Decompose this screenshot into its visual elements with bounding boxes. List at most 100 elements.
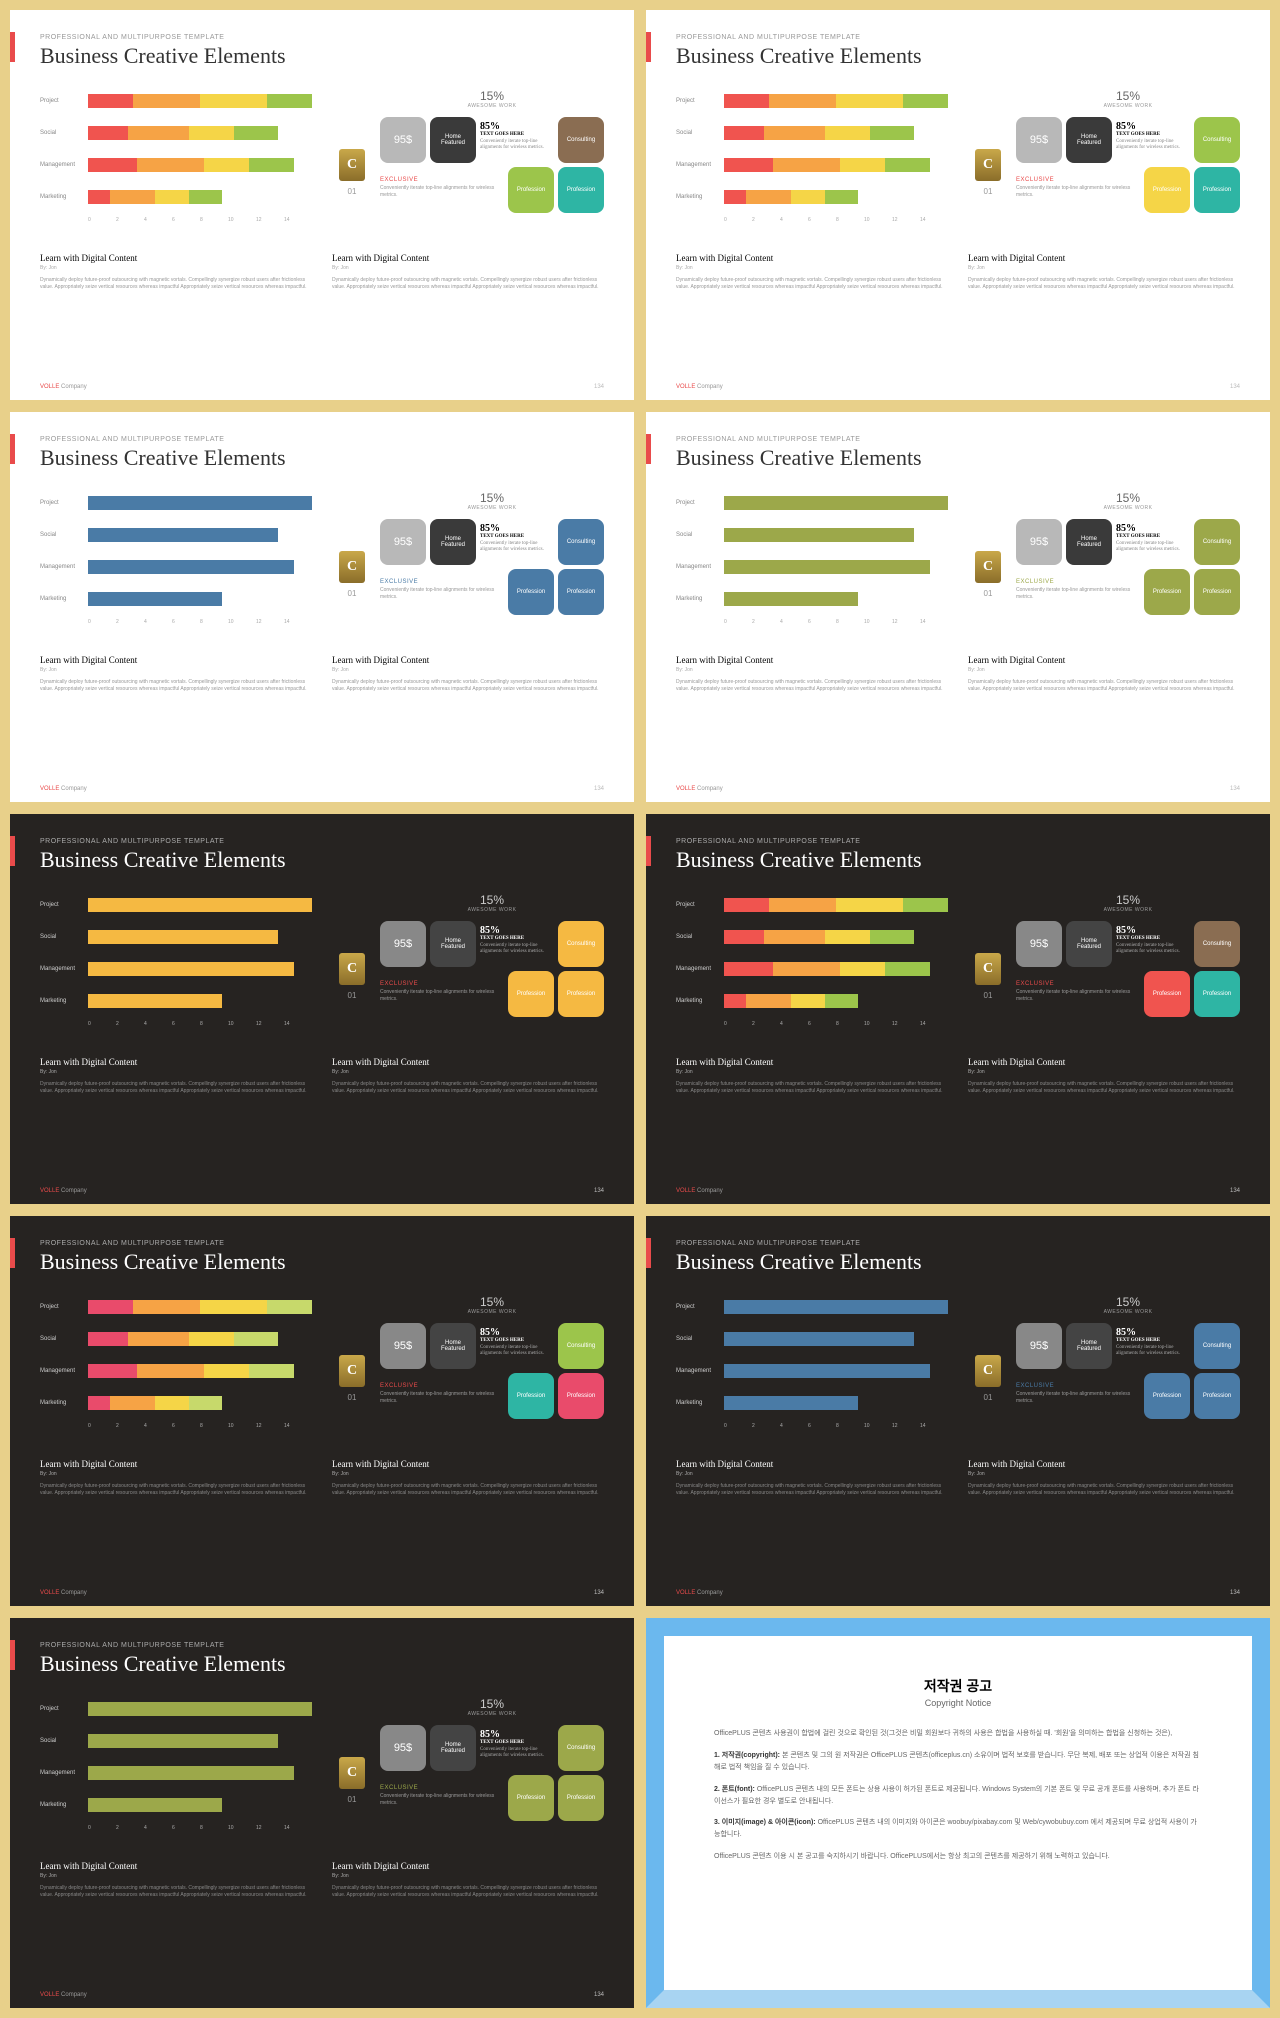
section-subtitle: Learn with Digital Content xyxy=(676,253,948,263)
price-tile: 95$ xyxy=(1016,1323,1062,1369)
consulting-tile: Consulting xyxy=(558,117,604,163)
bar-chart: ProjectSocialManagementMarketing02468101… xyxy=(676,893,948,1033)
chart-segment xyxy=(836,94,903,108)
body-text: Dynamically deploy future-proof outsourc… xyxy=(40,277,312,291)
award-badge-icon: C xyxy=(339,953,365,985)
chart-category-label: Marketing xyxy=(40,1802,88,1808)
chart-bar xyxy=(724,1300,948,1314)
chart-segment xyxy=(189,190,223,204)
section-subtitle: Learn with Digital Content xyxy=(40,655,312,665)
chart-segment xyxy=(110,1396,155,1410)
chart-category-label: Management xyxy=(676,564,724,570)
chart-segment xyxy=(825,930,870,944)
chart-category-label: Marketing xyxy=(676,596,724,602)
chart-segment xyxy=(88,1300,133,1314)
chart-bar xyxy=(724,496,948,510)
section-subtitle: Learn with Digital Content xyxy=(676,1459,948,1469)
home-tile: HomeFeatured xyxy=(430,117,476,163)
exclusive-body: Conveniently iterate top-line alignments… xyxy=(380,1793,504,1807)
stat-text-block: 85%TEXT GOES HEREConveniently iterate to… xyxy=(1116,519,1190,565)
accent-bar xyxy=(646,1238,651,1268)
chart-segment xyxy=(133,1300,200,1314)
chart-bar xyxy=(88,1734,278,1748)
chart-segment xyxy=(249,1364,294,1378)
chart-bar xyxy=(88,528,278,542)
price-tile: 95$ xyxy=(1016,117,1062,163)
chart-category-label: Social xyxy=(40,532,88,538)
exclusive-label: EXCLUSIVE xyxy=(1016,177,1140,183)
accent-bar xyxy=(10,434,15,464)
body-text: Dynamically deploy future-proof outsourc… xyxy=(332,277,604,291)
chart-segment xyxy=(840,158,885,172)
exclusive-body: Conveniently iterate top-line alignments… xyxy=(380,1391,504,1405)
chart-axis: 02468101214 xyxy=(88,1021,312,1027)
award-badge-icon: C xyxy=(339,1757,365,1789)
profession-tile: Profession xyxy=(1194,1373,1240,1419)
body-text: Dynamically deploy future-proof outsourc… xyxy=(40,1483,312,1497)
chart-segment xyxy=(840,962,885,976)
chart-segment xyxy=(724,126,764,140)
author-byline: By: Jon xyxy=(968,1471,1240,1477)
accent-bar xyxy=(10,1640,15,1670)
price-tile: 95$ xyxy=(380,1725,426,1771)
author-byline: By: Jon xyxy=(968,1069,1240,1075)
section-subtitle: Learn with Digital Content xyxy=(40,1057,312,1067)
chart-axis: 02468101214 xyxy=(88,1825,312,1831)
eyebrow: PROFESSIONAL AND MULTIPURPOSE TEMPLATE xyxy=(676,1240,1240,1247)
chart-category-label: Social xyxy=(676,130,724,136)
chart-segment xyxy=(189,126,234,140)
stat-percent: 15% xyxy=(1016,491,1240,505)
award-badge-icon: C xyxy=(975,953,1001,985)
chart-category-label: Project xyxy=(676,902,724,908)
chart-category-label: Management xyxy=(40,1368,88,1374)
section-subtitle: Learn with Digital Content xyxy=(40,1861,312,1871)
footer-brand: VOLLE xyxy=(676,786,695,792)
eyebrow: PROFESSIONAL AND MULTIPURPOSE TEMPLATE xyxy=(40,1240,604,1247)
footer-company: Company xyxy=(697,786,723,792)
accent-bar xyxy=(646,434,651,464)
slide-footer: VOLLE Company 134 xyxy=(676,786,1240,792)
consulting-tile: Consulting xyxy=(558,1323,604,1369)
template-slide: PROFESSIONAL AND MULTIPURPOSE TEMPLATEBu… xyxy=(10,814,634,1204)
chart-segment xyxy=(769,898,836,912)
slide-title: Business Creative Elements xyxy=(676,43,1240,69)
exclusive-label: EXCLUSIVE xyxy=(380,579,504,585)
chart-segment xyxy=(825,994,859,1008)
chart-segment xyxy=(155,190,189,204)
chart-segment xyxy=(200,94,267,108)
accent-bar xyxy=(10,1238,15,1268)
chart-segment xyxy=(885,158,930,172)
template-slide: PROFESSIONAL AND MULTIPURPOSE TEMPLATEBu… xyxy=(646,10,1270,400)
exclusive-body: Conveniently iterate top-line alignments… xyxy=(1016,587,1140,601)
profession-tile: Profession xyxy=(1144,1373,1190,1419)
exclusive-label: EXCLUSIVE xyxy=(1016,1383,1140,1389)
profession-tile: Profession xyxy=(508,1373,554,1419)
chart-segment xyxy=(128,1332,188,1346)
body-text: Dynamically deploy future-proof outsourc… xyxy=(968,679,1240,693)
author-byline: By: Jon xyxy=(332,265,604,271)
author-byline: By: Jon xyxy=(40,1873,312,1879)
chart-segment xyxy=(189,1332,234,1346)
chart-category-label: Project xyxy=(40,500,88,506)
exclusive-body: Conveniently iterate top-line alignments… xyxy=(1016,989,1140,1003)
profession-tile: Profession xyxy=(508,167,554,213)
stat-text-block: 85%TEXT GOES HEREConveniently iterate to… xyxy=(1116,1323,1190,1369)
section-subtitle: Learn with Digital Content xyxy=(332,655,604,665)
body-text: Dynamically deploy future-proof outsourc… xyxy=(968,1081,1240,1095)
author-byline: By: Jon xyxy=(332,1471,604,1477)
footer-brand: VOLLE xyxy=(676,1188,695,1194)
section-subtitle: Learn with Digital Content xyxy=(676,1057,948,1067)
slide-footer: VOLLE Company134 xyxy=(676,1590,1240,1596)
chart-segment xyxy=(234,1332,279,1346)
slide-number: 134 xyxy=(1230,786,1240,792)
chart-bar xyxy=(88,592,222,606)
badge-number: 01 xyxy=(968,187,1008,196)
copyright-title: 저작권 공고 xyxy=(714,1676,1202,1696)
chart-segment xyxy=(88,1396,110,1410)
chart-segment xyxy=(885,962,930,976)
exclusive-label: EXCLUSIVE xyxy=(380,1383,504,1389)
profession-tile: Profession xyxy=(1144,971,1190,1017)
footer-brand: VOLLE xyxy=(40,786,59,792)
chart-category-label: Social xyxy=(40,1738,88,1744)
body-text: Dynamically deploy future-proof outsourc… xyxy=(676,277,948,291)
